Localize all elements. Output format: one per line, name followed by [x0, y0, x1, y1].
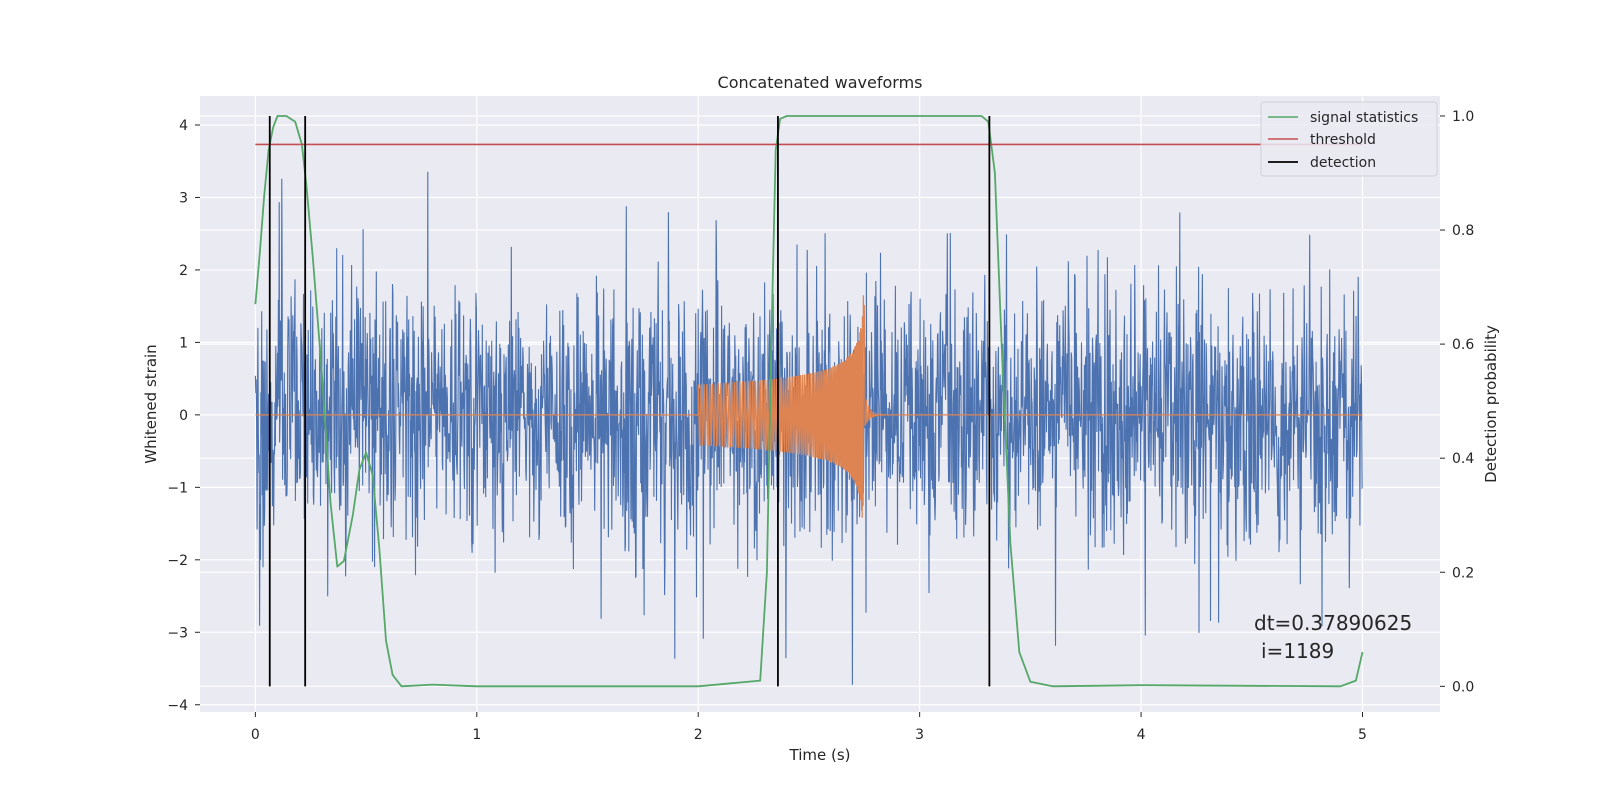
x-tick-label: 2: [694, 727, 703, 743]
chart-title: Concatenated waveforms: [718, 73, 923, 92]
legend-label-threshold: threshold: [1310, 132, 1376, 148]
y-tick-label: 2: [179, 263, 188, 279]
y-tick-label: −4: [167, 698, 188, 714]
y2-tick-label: 0.8: [1452, 223, 1474, 239]
noise-line: [254, 171, 1363, 685]
annotation-index: i=1189: [1261, 639, 1334, 663]
y-tick-label: 1: [179, 335, 188, 351]
legend-label-detection: detection: [1310, 155, 1376, 171]
y2-tick-label: 0.0: [1452, 679, 1474, 695]
x-tick-label: 0: [251, 727, 260, 743]
x-tick-label: 3: [915, 727, 924, 743]
y2-tick-label: 0.2: [1452, 565, 1474, 581]
waveform-line: [255, 295, 1363, 518]
legend-label-signal-statistics: signal statistics: [1310, 110, 1418, 126]
signal-statistics-line: [254, 115, 1364, 688]
x-tick-label: 5: [1358, 727, 1367, 743]
plot-area: [254, 115, 1364, 688]
y-tick-label: 4: [179, 118, 188, 134]
y-tick-label: 0: [179, 408, 188, 424]
waveform-series: [255, 295, 1363, 518]
detection-series: [268, 115, 991, 687]
y-tick-label: 3: [179, 190, 188, 206]
x-tick-label: 4: [1137, 727, 1146, 743]
x-axis-title: Time (s): [789, 746, 851, 764]
x-axis: 0 1 2 3 4 5: [251, 712, 1367, 743]
y-axis-title: Whitened strain: [142, 344, 160, 463]
x-tick-label: 1: [472, 727, 481, 743]
y2-tick-label: 1.0: [1452, 109, 1474, 125]
annotation-dt: dt=0.37890625: [1254, 611, 1412, 635]
legend: signal statistics threshold detection: [1260, 101, 1438, 177]
y2-tick-label: 0.4: [1452, 451, 1474, 467]
y-axis-right: 0.0 0.2 0.4 0.6 0.8 1.0: [1440, 109, 1474, 695]
y-tick-label: −1: [167, 480, 188, 496]
signal-statistics-series: [254, 115, 1364, 688]
y-axis-left: −4 −3 −2 −1 0 1 2 3 4: [167, 118, 200, 714]
y2-tick-label: 0.6: [1452, 337, 1474, 353]
y-tick-label: −3: [167, 625, 188, 641]
noise-series: [254, 171, 1363, 685]
y2-axis-title: Detection probability: [1482, 325, 1500, 483]
legend-box: [1260, 101, 1438, 177]
y-tick-label: −2: [167, 553, 188, 569]
